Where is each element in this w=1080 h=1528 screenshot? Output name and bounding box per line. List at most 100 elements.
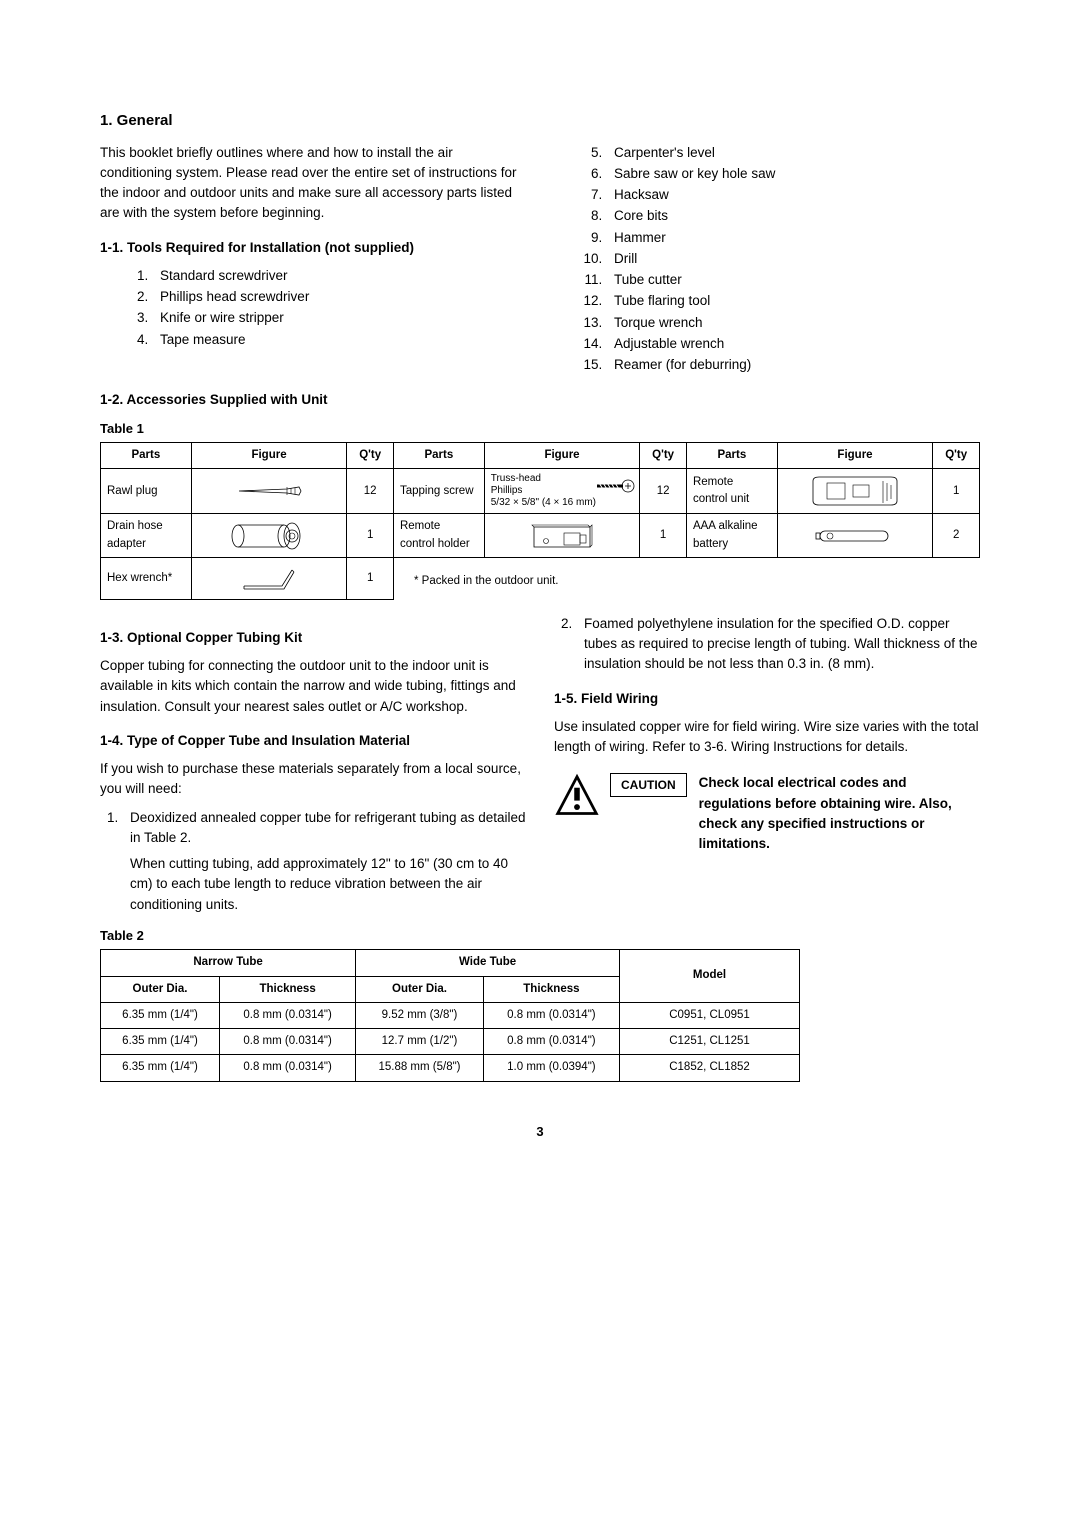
table-row: Hex wrench* 1 * Packed in the outdoor un… [101, 557, 980, 599]
s1-4-heading: 1-4. Type of Copper Tube and Insulation … [100, 731, 526, 751]
parts-cell: Rawl plug [101, 469, 192, 514]
item1-text: Deoxidized annealed copper tube for refr… [130, 810, 526, 845]
qty-cell: 12 [640, 469, 687, 514]
th-model: Model [620, 950, 800, 1003]
th-figure: Figure [191, 443, 347, 469]
caution-body-text: Check local electrical codes and regulat… [699, 773, 980, 854]
top-columns: This booklet briefly outlines where and … [100, 143, 980, 377]
s1-3-text: Copper tubing for connecting the outdoor… [100, 656, 526, 717]
cell: 1.0 mm (0.0394") [483, 1055, 619, 1081]
th-thick: Thickness [220, 976, 356, 1002]
tools-list-left: Standard screwdriver Phillips head screw… [100, 266, 526, 350]
tool-item: Phillips head screwdriver [152, 287, 526, 307]
cell: 12.7 mm (1/2") [356, 1029, 484, 1055]
th-outer: Outer Dia. [356, 976, 484, 1002]
cell: 6.35 mm (1/4") [101, 1055, 220, 1081]
page-number: 3 [100, 1122, 980, 1142]
th-qty: Q'ty [933, 443, 980, 469]
s1-4-list-cont: Foamed polyethylene insulation for the s… [554, 614, 980, 675]
table1-label: Table 1 [100, 419, 980, 439]
th-narrow: Narrow Tube [101, 950, 356, 976]
qty-cell: 1 [640, 514, 687, 558]
s1-4-intro: If you wish to purchase these materials … [100, 759, 526, 800]
tool-item: Sabre saw or key hole saw [606, 164, 980, 184]
cell: C1852, CL1852 [620, 1055, 800, 1081]
parts-cell: Hex wrench* [101, 557, 192, 599]
figure-cell [484, 514, 640, 558]
caution-block: CAUTION Check local electrical codes and… [554, 773, 980, 854]
table-row: 6.35 mm (1/4") 0.8 mm (0.0314") 15.88 mm… [101, 1055, 800, 1081]
list-item: Foamed polyethylene insulation for the s… [576, 614, 980, 675]
s1-3-heading: 1-3. Optional Copper Tubing Kit [100, 628, 526, 648]
section-heading: 1. General [100, 110, 980, 133]
s1-1-heading: 1-1. Tools Required for Installation (no… [100, 238, 526, 258]
cell: 15.88 mm (5/8") [356, 1055, 484, 1081]
screw-icon [595, 479, 635, 493]
table-row: 6.35 mm (1/4") 0.8 mm (0.0314") 12.7 mm … [101, 1029, 800, 1055]
accessories-table: Parts Figure Q'ty Parts Figure Q'ty Part… [100, 442, 980, 600]
th-qty: Q'ty [347, 443, 394, 469]
caution-triangle-icon [554, 773, 600, 825]
lower-columns: 1-3. Optional Copper Tubing Kit Copper t… [100, 614, 980, 916]
cell: C1251, CL1251 [620, 1029, 800, 1055]
s1-4-list: Deoxidized annealed copper tube for refr… [100, 808, 526, 915]
table-header-row: Narrow Tube Wide Tube Model [101, 950, 800, 976]
th-parts: Parts [686, 443, 777, 469]
table2-label: Table 2 [100, 926, 980, 946]
parts-cell: Tapping screw [393, 469, 484, 514]
intro-text: This booklet briefly outlines where and … [100, 143, 526, 224]
s1-2-heading: 1-2. Accessories Supplied with Unit [100, 390, 980, 410]
table-header-row: Parts Figure Q'ty Parts Figure Q'ty Part… [101, 443, 980, 469]
right-col-lower: Foamed polyethylene insulation for the s… [554, 614, 980, 916]
qty-cell: 2 [933, 514, 980, 558]
remote-unit-icon [805, 475, 905, 507]
qty-cell: 1 [347, 557, 394, 599]
th-outer: Outer Dia. [101, 976, 220, 1002]
hex-wrench-icon [234, 564, 304, 592]
th-qty: Q'ty [640, 443, 687, 469]
screw-desc: Truss-headPhillips5/32 × 5/8" (4 × 16 mm… [491, 473, 596, 508]
cell: 6.35 mm (1/4") [101, 1002, 220, 1028]
remote-holder-icon [522, 521, 602, 551]
tool-item: Reamer (for deburring) [606, 355, 980, 375]
cell: 0.8 mm (0.0314") [483, 1002, 619, 1028]
table-row: Rawl plug 12 Tapping screw Truss-headPhi… [101, 469, 980, 514]
battery-icon [810, 526, 900, 546]
th-wide: Wide Tube [356, 950, 620, 976]
tool-item: Hacksaw [606, 185, 980, 205]
tool-item: Standard screwdriver [152, 266, 526, 286]
cell: C0951, CL0951 [620, 1002, 800, 1028]
cell: 6.35 mm (1/4") [101, 1029, 220, 1055]
left-col: This booklet briefly outlines where and … [100, 143, 526, 377]
caution-row: CAUTION Check local electrical codes and… [610, 773, 980, 854]
tool-item: Core bits [606, 206, 980, 226]
th-figure: Figure [777, 443, 933, 469]
parts-cell: Remote control unit [686, 469, 777, 514]
tool-item: Hammer [606, 228, 980, 248]
parts-cell: Remote control holder [393, 514, 484, 558]
tool-item: Knife or wire stripper [152, 308, 526, 328]
tool-item: Drill [606, 249, 980, 269]
tool-item: Tube cutter [606, 270, 980, 290]
tube-table: Narrow Tube Wide Tube Model Outer Dia. T… [100, 949, 800, 1081]
cell: 0.8 mm (0.0314") [220, 1055, 356, 1081]
tool-item: Tape measure [152, 330, 526, 350]
figure-cell [777, 514, 933, 558]
cell: 0.8 mm (0.0314") [220, 1029, 356, 1055]
s1-5-text: Use insulated copper wire for field wiri… [554, 717, 980, 758]
tools-list-right: Carpenter's level Sabre saw or key hole … [554, 143, 980, 376]
list-item: Deoxidized annealed copper tube for refr… [122, 808, 526, 915]
drain-hose-icon [224, 521, 314, 551]
tool-item: Tube flaring tool [606, 291, 980, 311]
cell: 0.8 mm (0.0314") [483, 1029, 619, 1055]
figure-cell [191, 557, 347, 599]
caution-label-box: CAUTION [610, 773, 687, 797]
figure-cell: Truss-headPhillips5/32 × 5/8" (4 × 16 mm… [484, 469, 640, 514]
qty-cell: 1 [347, 514, 394, 558]
th-figure: Figure [484, 443, 640, 469]
qty-cell: 1 [933, 469, 980, 514]
figure-cell [777, 469, 933, 514]
table-row: Drain hose adapter 1 Remote control hold… [101, 514, 980, 558]
th-parts: Parts [393, 443, 484, 469]
figure-cell [191, 514, 347, 558]
